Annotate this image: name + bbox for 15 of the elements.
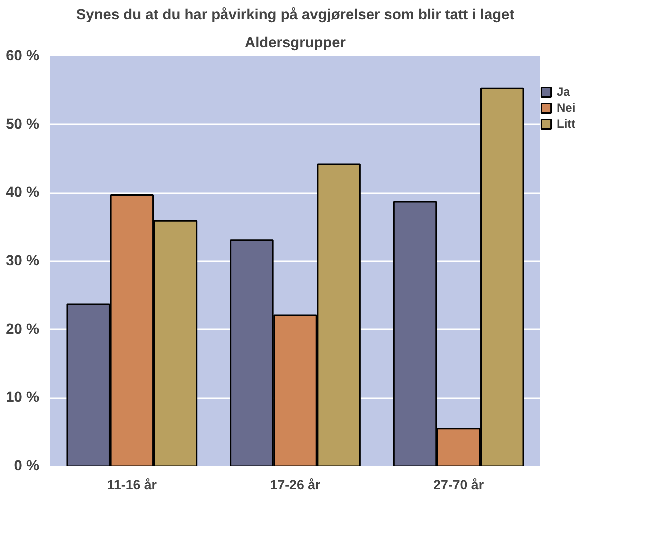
y-tick-label: 40 % xyxy=(6,185,40,202)
legend-label: Litt xyxy=(557,117,577,131)
legend-label: Nei xyxy=(557,101,577,115)
chart-subtitle: Aldersgrupper xyxy=(245,36,346,52)
y-tick-label: 20 % xyxy=(6,322,40,338)
y-tick-label: 50 % xyxy=(6,116,40,133)
chart-title: Synes du at du har påvirking på avgjørelser som blir tatt i laget xyxy=(76,6,515,24)
x-tick-label: 27-70 år xyxy=(434,478,484,492)
x-tick-label: 11-16 år xyxy=(107,478,157,492)
x-tick-label: 17-26 år xyxy=(270,478,321,492)
y-tick-label: 30 % xyxy=(6,254,40,270)
y-tick-label: 60 % xyxy=(6,48,40,64)
legend-label: Ja xyxy=(557,85,572,99)
y-tick-label: 0 % xyxy=(14,458,40,474)
y-tick-label: 10 % xyxy=(6,390,40,406)
